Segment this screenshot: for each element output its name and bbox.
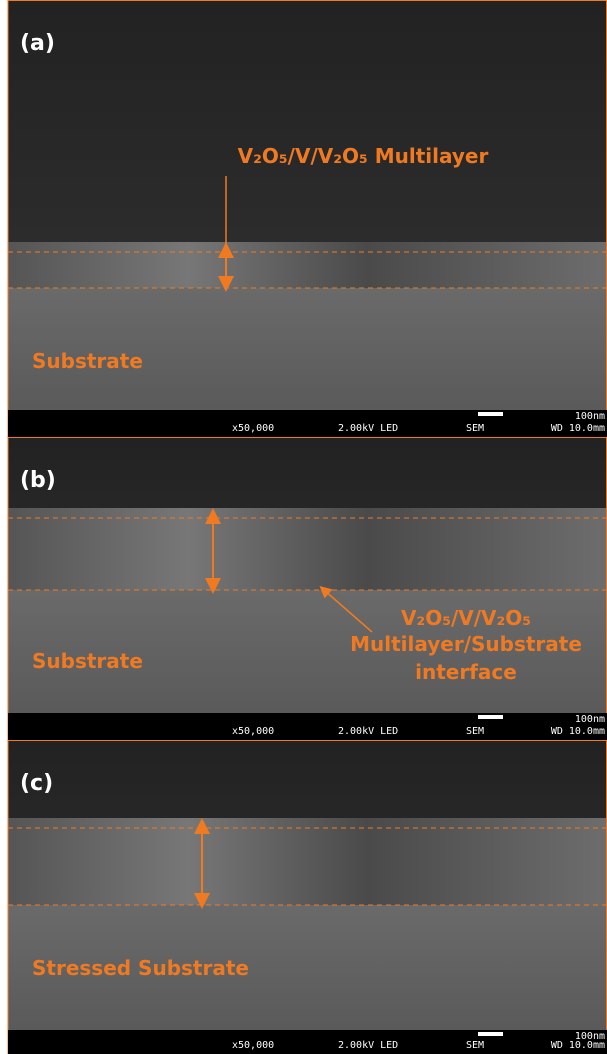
info-text: x50,000 (232, 1040, 274, 1051)
annotation: Multilayer/Substrate (350, 632, 582, 656)
panel-label: (c) (20, 771, 53, 796)
info-text: SEM (466, 1040, 484, 1051)
annotation: V₂O₅/V/V₂O₅ (401, 606, 531, 630)
annotation: V₂O₅/V/V₂O₅ Multilayer (238, 144, 489, 168)
info-text: SEM (466, 726, 484, 737)
info-text: 2.00kV LED (338, 1040, 398, 1051)
panel-label: (b) (20, 468, 56, 493)
film-layer (8, 508, 607, 590)
info-text: WD 10.0mm (551, 1040, 605, 1051)
info-text: 2.00kV LED (338, 726, 398, 737)
info-bar (8, 713, 607, 740)
film-layer (8, 242, 607, 288)
info-text: x50,000 (232, 423, 274, 434)
scale-bar (478, 412, 503, 416)
annotation: Substrate (32, 649, 143, 673)
info-text: 100nm (575, 411, 605, 422)
info-text: WD 10.0mm (551, 423, 605, 434)
annotation: interface (415, 660, 517, 684)
info-bar (8, 410, 607, 437)
info-text: x50,000 (232, 726, 274, 737)
info-text: SEM (466, 423, 484, 434)
info-text: 100nm (575, 714, 605, 725)
film-layer (8, 818, 607, 905)
figure: (a) V₂O₅/V/V₂O₅ Multilayer Substrate x50,00… (0, 0, 607, 1054)
info-bar (8, 1030, 607, 1054)
annotation: Stressed Substrate (32, 956, 249, 980)
annotation: Substrate (32, 349, 143, 373)
info-text: 2.00kV LED (338, 423, 398, 434)
info-text: WD 10.0mm (551, 726, 605, 737)
scale-bar (478, 715, 503, 719)
panel-label: (a) (20, 31, 55, 56)
scale-bar (478, 1032, 503, 1036)
